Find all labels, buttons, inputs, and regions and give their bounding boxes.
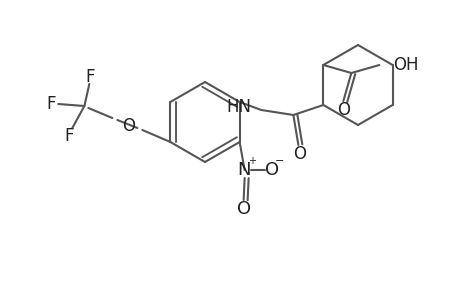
Text: F: F [46, 95, 56, 113]
Text: F: F [64, 127, 74, 145]
Text: HN: HN [226, 98, 251, 116]
Text: O: O [122, 117, 135, 135]
Text: O: O [292, 145, 305, 163]
Text: −: − [274, 156, 284, 166]
Text: N: N [236, 161, 250, 179]
Text: O: O [336, 101, 349, 119]
Text: O: O [236, 200, 250, 218]
Text: OH: OH [392, 56, 418, 74]
Text: +: + [247, 156, 255, 166]
Text: O: O [264, 161, 278, 179]
Text: F: F [85, 68, 95, 86]
